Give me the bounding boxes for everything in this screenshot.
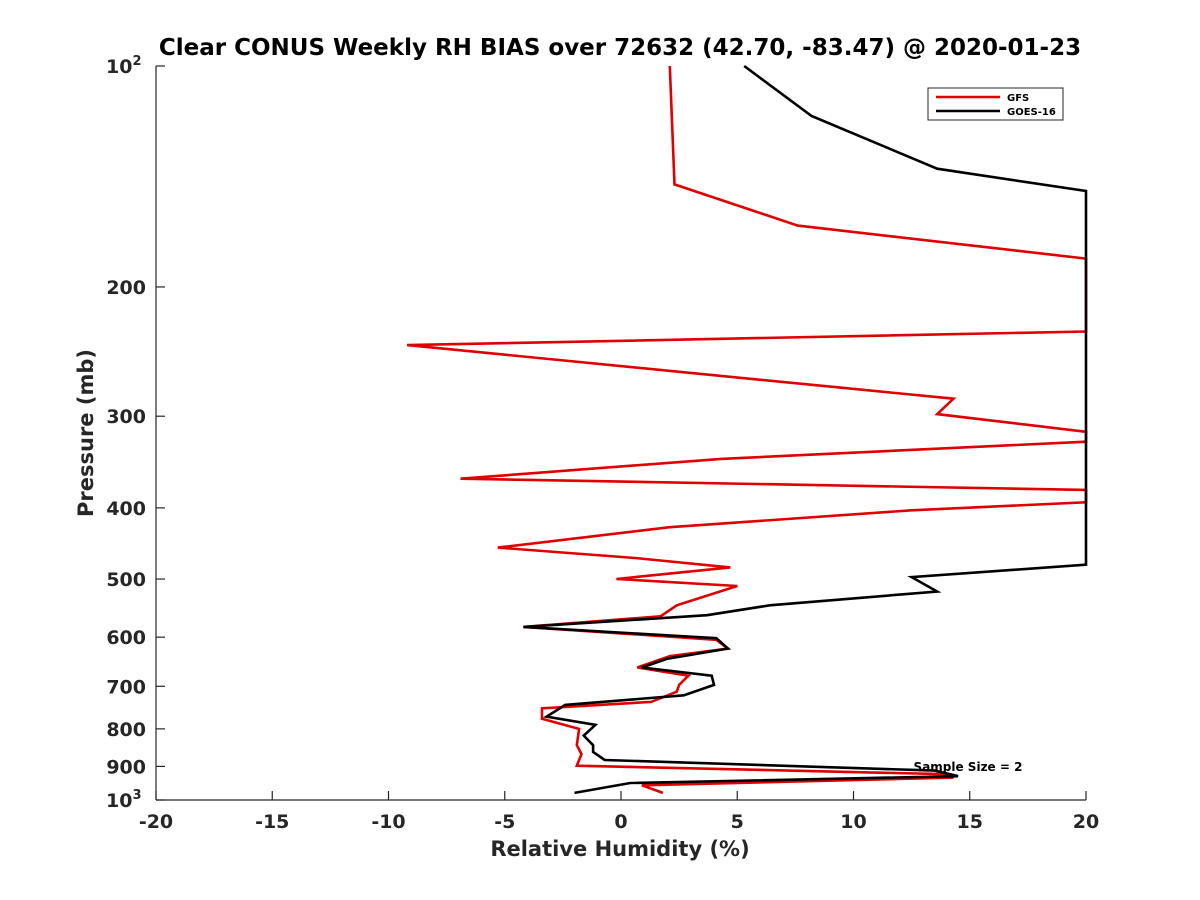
y-tick-label: 500 bbox=[106, 569, 146, 591]
y-tick-label: 400 bbox=[106, 498, 146, 520]
y-tick-label: 300 bbox=[106, 406, 146, 428]
x-tick-label: -15 bbox=[255, 811, 289, 833]
x-tick-label: 20 bbox=[1073, 811, 1099, 833]
y-tick-label: 700 bbox=[106, 676, 146, 698]
y-axis-ticks: 102 200 300 400 500 600 700 800 900 103 bbox=[106, 54, 165, 812]
legend: GFS GOES-16 bbox=[927, 87, 1064, 121]
y-tick-label: 103 bbox=[106, 788, 142, 812]
y-tick-label: 900 bbox=[106, 756, 146, 778]
y-axis-title: Pressure (mb) bbox=[74, 349, 98, 517]
plot-area: -20 -15 -10 -5 0 5 10 15 20 102 200 300 400 500 600 70… bbox=[106, 54, 1099, 833]
legend-box bbox=[927, 87, 1064, 121]
chart-title: Clear CONUS Weekly RH BIAS over 72632 (4… bbox=[159, 35, 1081, 61]
x-tick-label: -20 bbox=[139, 811, 173, 833]
y-tick-label: 600 bbox=[106, 627, 146, 649]
legend-label-goes16: GOES-16 bbox=[1007, 107, 1056, 118]
sample-size-annotation: Sample Size = 2 bbox=[914, 760, 1023, 774]
series-line-goes16 bbox=[523, 64, 1088, 795]
x-tick-label: 5 bbox=[731, 811, 744, 833]
series-layer bbox=[406, 64, 1088, 795]
series-line-gfs bbox=[406, 65, 1088, 795]
x-tick-label: 0 bbox=[614, 811, 627, 833]
y-tick-label: 200 bbox=[106, 277, 146, 299]
y-tick-label: 102 bbox=[106, 54, 142, 78]
x-axis-title: Relative Humidity (%) bbox=[490, 837, 749, 861]
x-tick-label: 15 bbox=[957, 811, 983, 833]
x-axis-ticks: -20 -15 -10 -5 0 5 10 15 20 bbox=[139, 791, 1099, 833]
x-tick-label: -5 bbox=[494, 811, 515, 833]
legend-label-gfs: GFS bbox=[1007, 93, 1029, 104]
y-tick-label: 800 bbox=[106, 719, 146, 741]
x-tick-label: 10 bbox=[840, 811, 866, 833]
x-tick-label: -10 bbox=[371, 811, 405, 833]
